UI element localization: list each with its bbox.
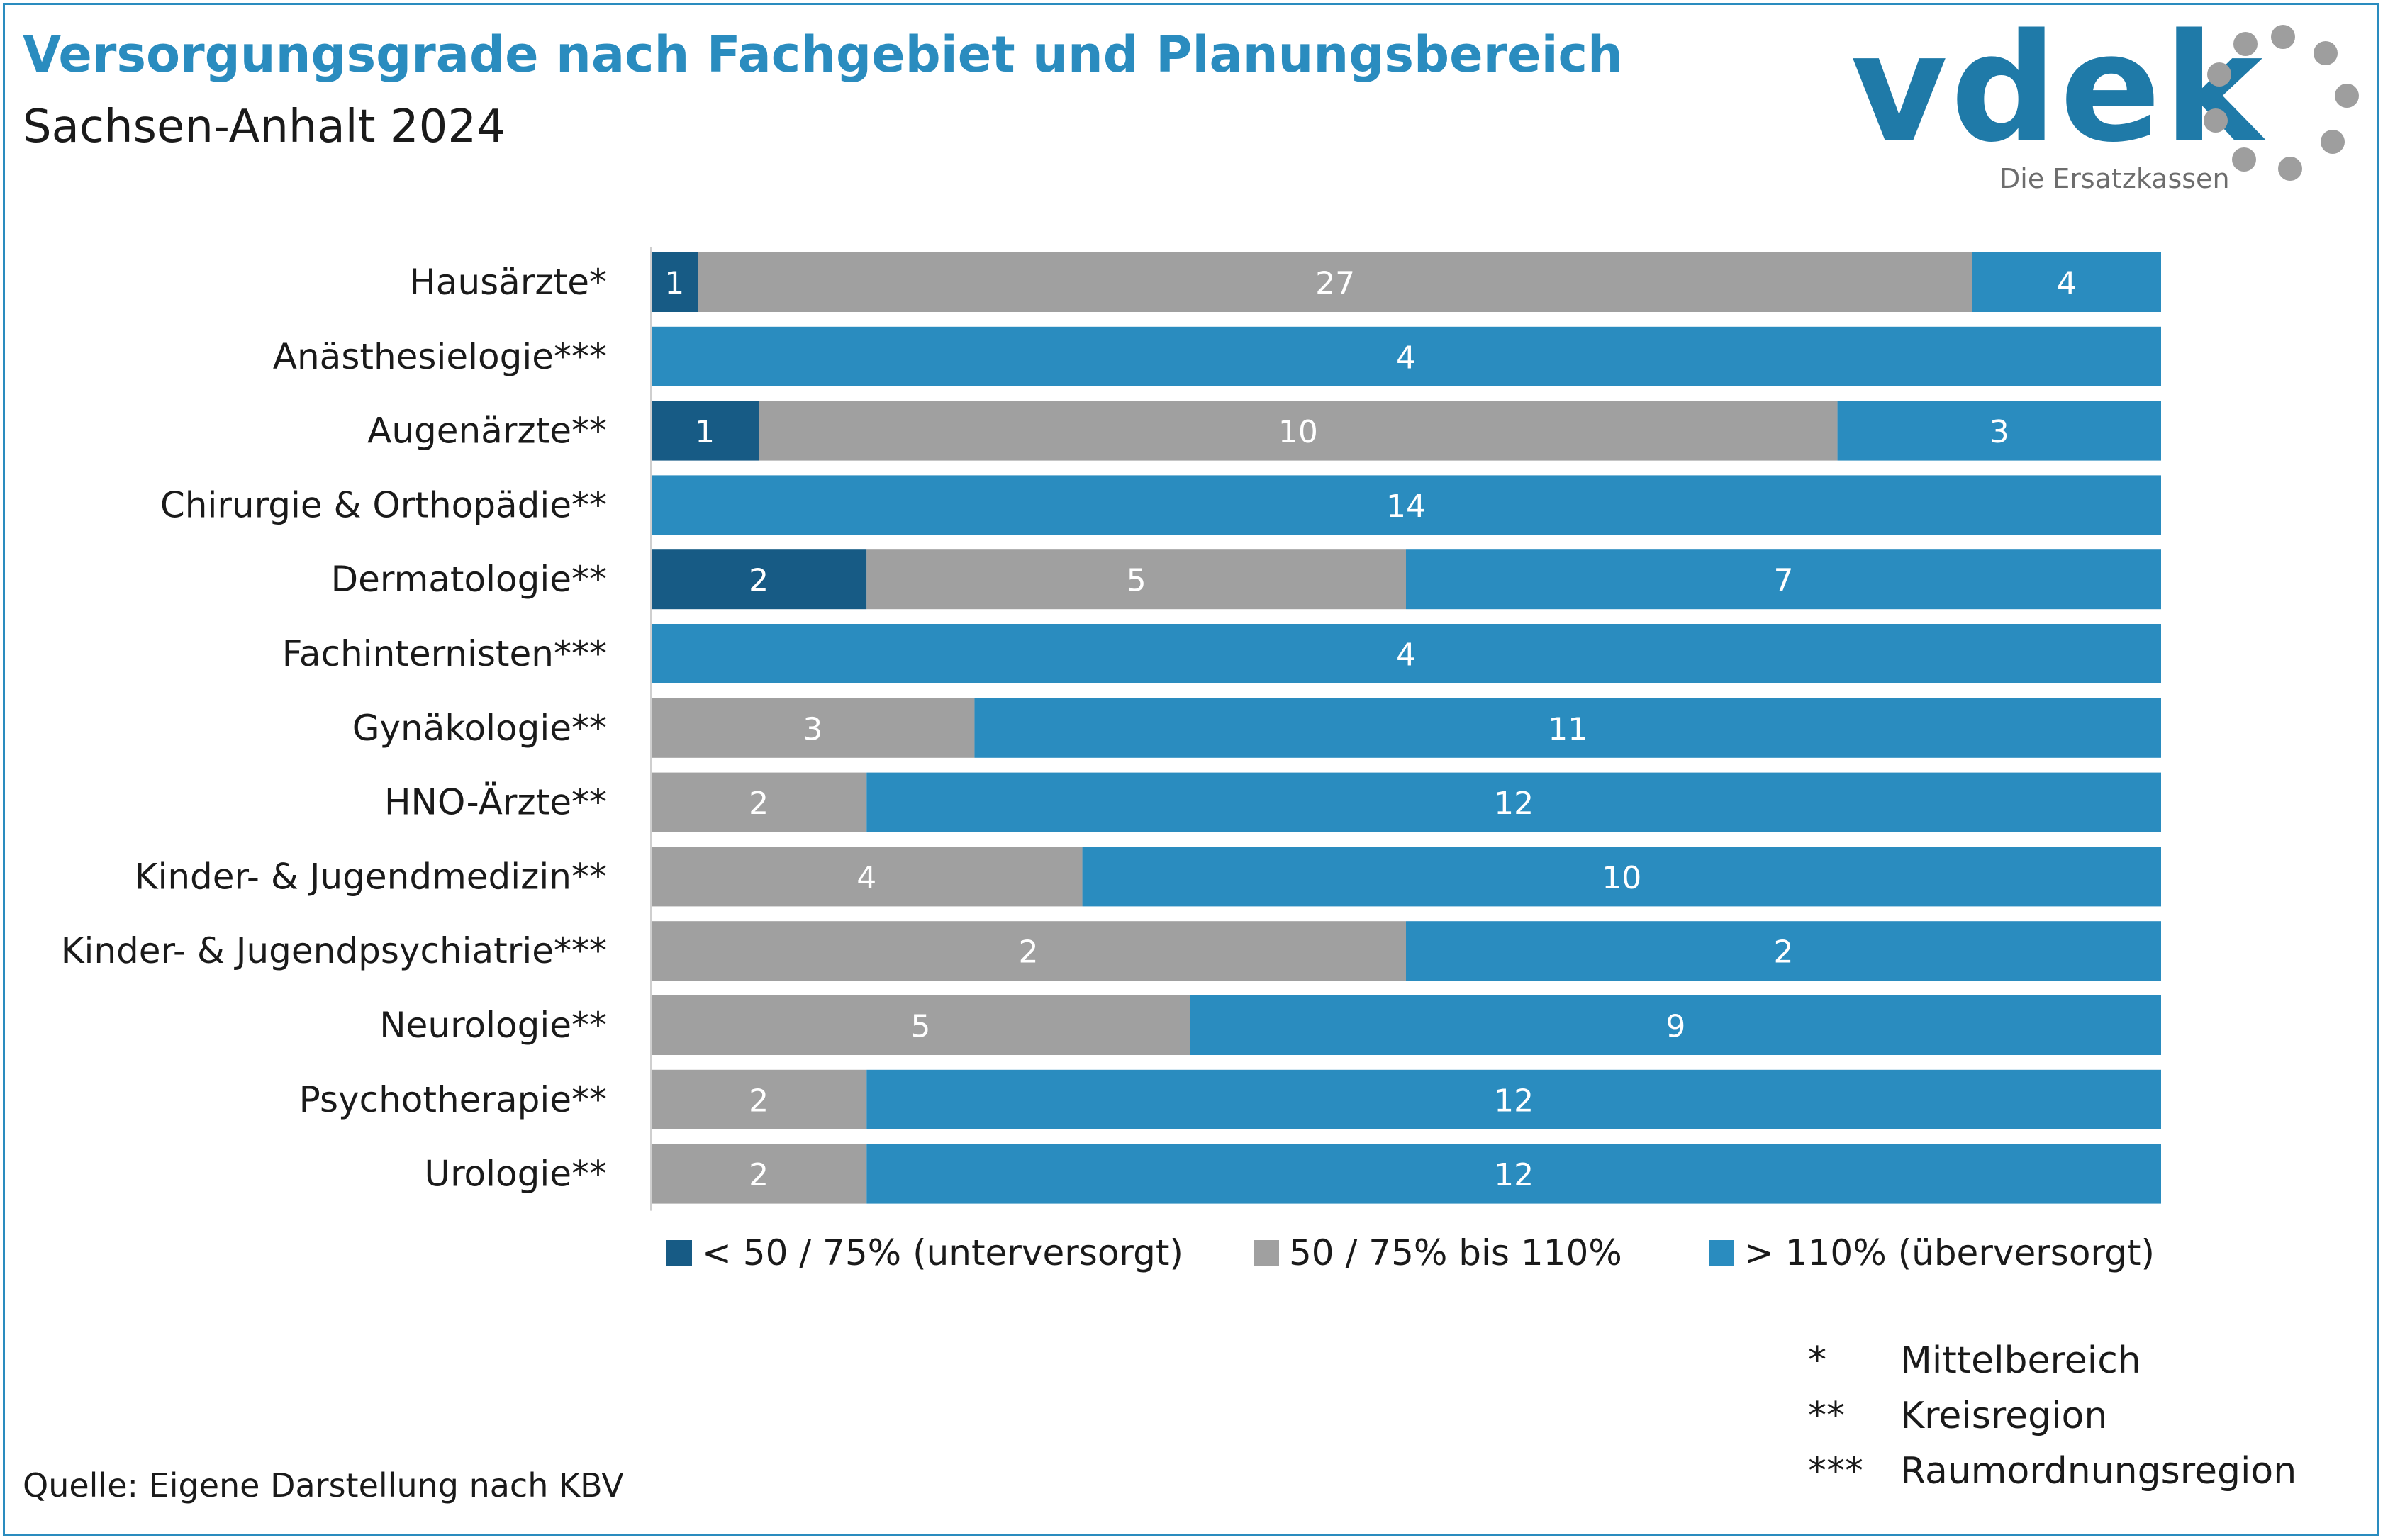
data-label: 4 <box>856 860 876 896</box>
legend-label-unterversorgt: < 50 / 75% (unterversorgt) <box>702 1232 1183 1273</box>
data-label: 12 <box>1494 1083 1534 1119</box>
bar-segment-series-2 <box>866 1144 2161 1204</box>
bar-segment-series-1 <box>698 252 1972 312</box>
category-label: Psychotherapie** <box>299 1079 607 1120</box>
data-label: 14 <box>1386 489 1426 525</box>
bar-segment-series-2 <box>974 698 2161 758</box>
data-label: 1 <box>664 266 684 302</box>
footnote-legend: * Mittelbereich ** Kreisregion *** Raumo… <box>1808 1333 2297 1499</box>
data-label: 2 <box>1774 934 1794 971</box>
footnote-symbol: * <box>1808 1339 1826 1382</box>
data-label: 3 <box>1989 414 2009 450</box>
data-label: 12 <box>1494 1157 1534 1193</box>
bar-segment-series-2 <box>1406 921 2161 981</box>
bar-segment-series-0 <box>651 549 867 610</box>
data-label: 11 <box>1548 711 1587 747</box>
category-labels: Hausärzte* Anästhesielogie*** Augenärzte**… <box>61 262 607 1195</box>
data-label: 10 <box>1602 860 1641 896</box>
data-label: 4 <box>2057 266 2077 302</box>
category-label: Gynäkologie** <box>352 708 607 749</box>
logo-ring-icon <box>2204 25 2359 181</box>
data-label: 2 <box>749 1083 769 1119</box>
legend-label-ueberversorgt: > 110% (überversorgt) <box>1744 1232 2155 1273</box>
legend-item-normal: 50 / 75% bis 110% <box>1254 1232 1622 1273</box>
footnote-text: Raumordnungsregion <box>1900 1450 2297 1492</box>
legend-swatch-ueberversorgt <box>1709 1240 1734 1266</box>
category-label: Dermatologie** <box>331 559 607 600</box>
stacked-bar-chart: Hausärzte* Anästhesielogie*** Augenärzte**… <box>61 247 2161 1211</box>
bar-segment-series-1 <box>866 549 1406 610</box>
category-label: Augenärzte** <box>367 411 607 452</box>
bar-segment-series-1 <box>651 698 975 758</box>
source-note: Quelle: Eigene Darstellung nach KBV <box>23 1466 624 1505</box>
bar-segment-series-1 <box>651 772 867 832</box>
bar-segment-series-2 <box>1972 252 2161 312</box>
category-label: Hausärzte* <box>409 262 607 303</box>
legend-swatch-unterversorgt <box>666 1240 692 1266</box>
bar-segment-series-2 <box>1082 847 2161 907</box>
logo-wordmark: vdek <box>1851 1 2266 175</box>
data-label: 2 <box>1019 934 1039 971</box>
data-label: 2 <box>749 786 769 822</box>
bar-segment-series-2 <box>1837 401 2161 461</box>
bar-segment-series-2 <box>1190 995 2161 1055</box>
bar-segment-series-2 <box>651 326 2161 386</box>
category-label: HNO-Ärzte** <box>384 782 607 823</box>
data-label: 5 <box>1127 563 1146 599</box>
category-label: Fachinternisten*** <box>282 633 607 674</box>
data-label: 7 <box>1774 563 1794 599</box>
bar-segments <box>651 252 2161 1204</box>
bar-segment-series-1 <box>651 1144 867 1204</box>
footnote-text: Kreisregion <box>1900 1395 2108 1437</box>
data-label: 9 <box>1665 1009 1685 1045</box>
footnote-text: Mittelbereich <box>1900 1339 2141 1382</box>
bar-segment-series-2 <box>651 624 2161 683</box>
bar-segment-series-2 <box>866 1069 2161 1129</box>
bar-segment-series-0 <box>651 401 759 461</box>
legend-item-unterversorgt: < 50 / 75% (unterversorgt) <box>666 1232 1183 1273</box>
legend-swatch-normal <box>1254 1240 1279 1266</box>
chart-frame <box>3 3 2379 1536</box>
bar-segment-series-2 <box>1406 549 2161 610</box>
data-label: 4 <box>1396 637 1416 674</box>
footnote-row: *** Raumordnungsregion <box>1808 1444 2297 1499</box>
data-label: 5 <box>910 1009 930 1045</box>
bar-segment-series-1 <box>651 1069 867 1129</box>
footnote-symbol: ** <box>1808 1395 1845 1437</box>
data-label: 4 <box>1396 340 1416 376</box>
legend-item-ueberversorgt: > 110% (überversorgt) <box>1709 1232 2155 1273</box>
bar-segment-series-1 <box>651 847 1083 907</box>
data-label: 2 <box>749 1157 769 1193</box>
data-label: 1 <box>695 414 715 450</box>
bar-segment-series-2 <box>866 772 2161 832</box>
data-label: 2 <box>749 563 769 599</box>
data-label: 10 <box>1278 414 1318 450</box>
bar-segment-series-1 <box>651 921 1406 981</box>
category-label: Kinder- & Jugendmedizin** <box>135 856 607 897</box>
logo-tagline: Die Ersatzkassen <box>1999 163 2230 194</box>
bar-segment-series-1 <box>759 401 1838 461</box>
category-label: Neurologie** <box>379 1005 607 1046</box>
category-label: Anästhesielogie*** <box>273 336 607 377</box>
chart-subtitle: Sachsen-Anhalt 2024 <box>23 101 506 153</box>
category-label: Kinder- & Jugendpsychiatrie*** <box>61 930 607 971</box>
chart-legend: < 50 / 75% (unterversorgt) 50 / 75% bis … <box>0 1232 2383 1282</box>
chart-title: Versorgungsgrade nach Fachgebiet und Pla… <box>23 26 1623 84</box>
legend-label-normal: 50 / 75% bis 110% <box>1289 1232 1622 1273</box>
bar-segment-series-0 <box>651 252 698 312</box>
footnote-row: * Mittelbereich <box>1808 1333 2297 1388</box>
data-label: 12 <box>1494 786 1534 822</box>
footnote-row: ** Kreisregion <box>1808 1388 2297 1444</box>
bar-segment-series-1 <box>651 995 1190 1055</box>
data-label: 27 <box>1315 266 1355 302</box>
data-label: 3 <box>803 711 822 747</box>
vdek-logo: vdek Die Ersatzkassen <box>1843 14 2368 206</box>
footnote-symbol: *** <box>1808 1450 1863 1492</box>
category-label: Chirurgie & Orthopädie** <box>160 484 607 525</box>
bar-segment-series-2 <box>651 475 2161 535</box>
category-label: Urologie** <box>424 1154 607 1195</box>
